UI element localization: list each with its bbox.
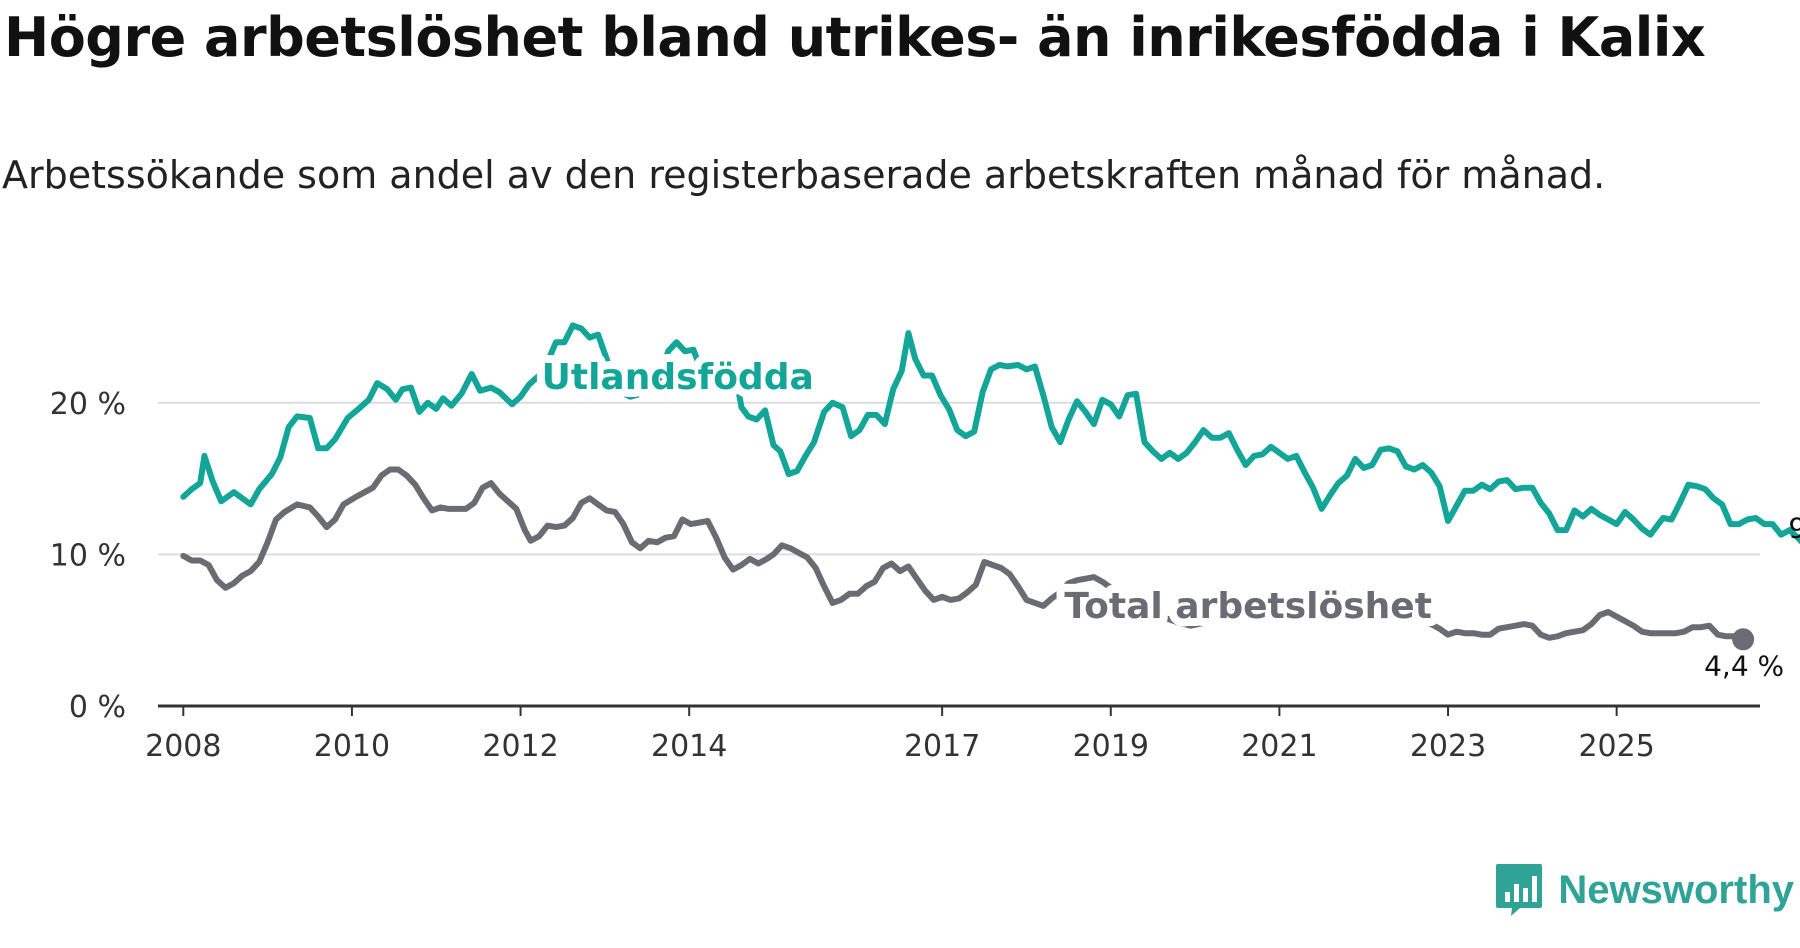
y-tick-label: 0 % bbox=[69, 690, 126, 725]
x-tick-label: 2017 bbox=[904, 729, 980, 764]
series-end-marker bbox=[1732, 628, 1755, 651]
series-name-halo: Total arbetslöshet bbox=[1064, 586, 1432, 627]
y-tick-label: 20 % bbox=[50, 387, 126, 422]
series-end-value-label: 4,4 % bbox=[1704, 649, 1784, 682]
labels: 9,4 %4,4 %UtlandsföddaUtlandsföddaTotal … bbox=[534, 349, 1800, 682]
page-subtitle: Arbetssökande som andel av den registerb… bbox=[2, 153, 1606, 197]
series-name-total: Total arbetslöshet bbox=[1064, 586, 1432, 627]
axes: 0 % 10 % 20 % 2008 2010 2012 2014 2017 2019 2021 2… bbox=[50, 387, 1760, 764]
gridlines bbox=[158, 401, 1760, 556]
x-tick-label: 2014 bbox=[651, 729, 727, 764]
x-tick-label: 2012 bbox=[482, 729, 558, 764]
series-name-halo: Utlandsfödda bbox=[542, 357, 814, 398]
series-line-utlandsfodda bbox=[180, 322, 1800, 545]
x-tick-label: 2025 bbox=[1578, 729, 1654, 764]
x-tick-label: 2010 bbox=[314, 729, 390, 764]
x-tick-label: 2023 bbox=[1410, 729, 1486, 764]
x-tick-label: 2008 bbox=[145, 729, 221, 764]
series-end-value-label: 9,4 % bbox=[1788, 511, 1800, 544]
x-tick-label: 2019 bbox=[1073, 729, 1149, 764]
brand-name: Newsworthy bbox=[1558, 867, 1794, 912]
page-title: Högre arbetslöshet bland utrikes- än inr… bbox=[4, 6, 1706, 69]
series-lines bbox=[180, 322, 1800, 651]
y-tick-label: 10 % bbox=[50, 538, 126, 573]
x-tick-label: 2021 bbox=[1241, 729, 1317, 764]
series-name-utlandsfodda: Utlandsfödda bbox=[542, 357, 814, 398]
series-line-total bbox=[180, 466, 1747, 643]
brand-logo: Newsworthy bbox=[1494, 862, 1794, 918]
newsworthy-logo-icon bbox=[1496, 864, 1543, 916]
